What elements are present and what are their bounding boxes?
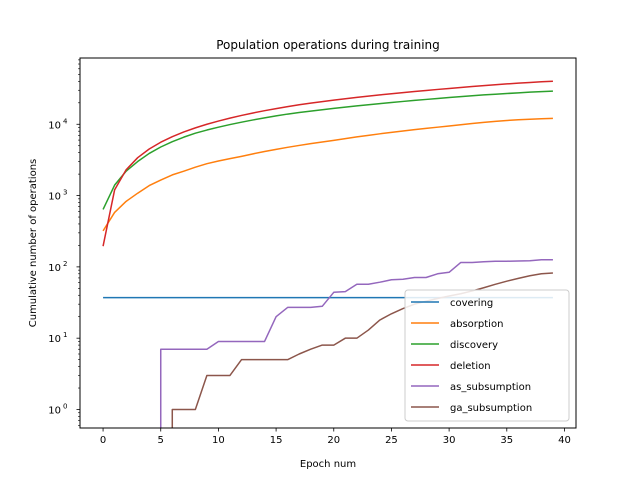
x-tick-label: 35 [500,435,513,446]
series-line-ga-subsumption [171,272,553,428]
y-tick-label: 10 [48,405,61,416]
legend-label-as-subsumption: as_subsumption [450,382,531,393]
series-line-deletion [102,80,553,247]
y-tick-exponent: 2 [63,260,67,268]
x-tick-label: 25 [385,435,398,446]
y-tick-exponent: 0 [63,402,67,410]
legend-box [404,289,570,422]
series-layer [102,80,553,428]
legend-label-discovery: discovery [450,340,498,351]
x-tick-label: 30 [443,435,456,446]
series-line-as-subsumption [159,258,553,428]
series-line-absorption [102,117,553,232]
y-tick-label: 10 [48,192,61,203]
x-tick-label: 40 [558,435,571,446]
y-tick-exponent: 4 [63,117,68,125]
plot-frame [79,57,577,429]
legend: covering absorption discovery deletion as_su… [404,289,570,422]
y-tick-label: 10 [48,334,61,345]
x-tick-label: 10 [212,435,225,446]
y-tick-label: 10 [48,263,61,274]
legend-label-deletion: deletion [450,361,491,372]
chart-title: Population operations during training [216,38,440,52]
x-tick-label: 0 [100,435,106,446]
x-axis-label: Epoch num [300,459,356,470]
legend-label-covering: covering [450,298,493,309]
y-tick-exponent: 3 [63,189,67,197]
legend-label-ga-subsumption: ga_subsumption [450,403,532,414]
x-tick-label: 5 [158,435,164,446]
y-axis-label: Cumulative number of operations [28,159,39,328]
x-axis: 0 5 10 15 20 25 30 35 40 [100,428,571,446]
y-tick-exponent: 1 [63,331,67,339]
series-line-discovery [102,90,553,210]
x-tick-label: 20 [327,435,340,446]
legend-label-absorption: absorption [450,319,503,330]
x-tick-label: 15 [270,435,283,446]
y-tick-label: 10 [48,120,61,131]
